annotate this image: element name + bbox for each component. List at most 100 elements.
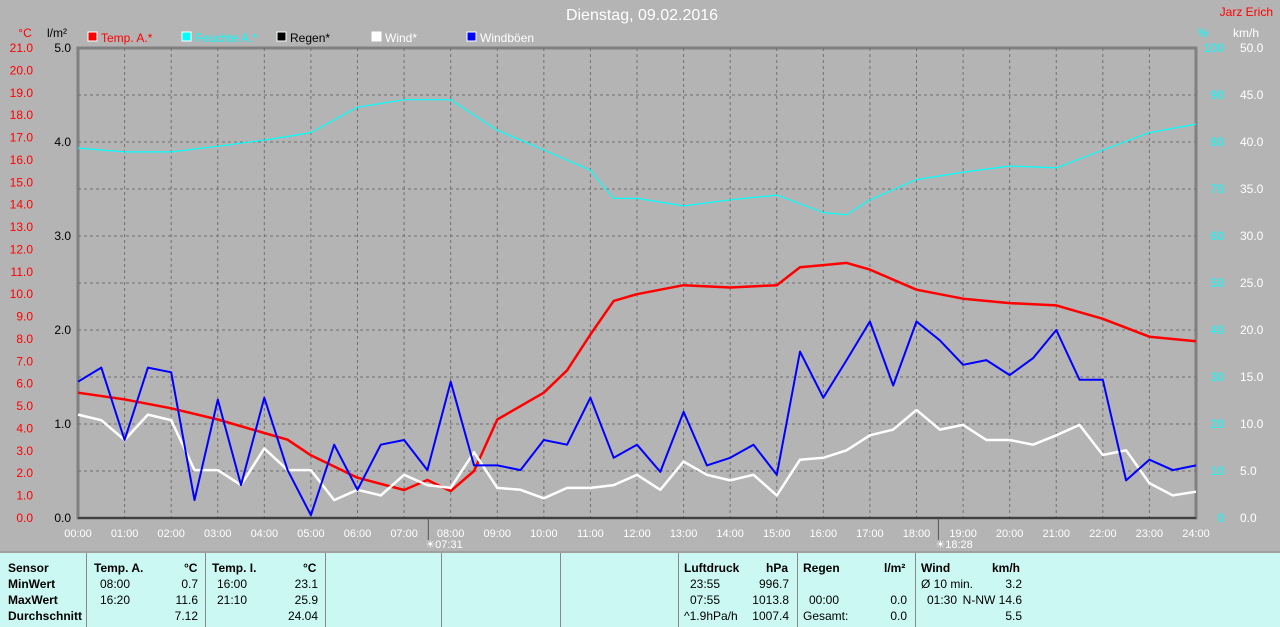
legend-label: Regen* <box>290 31 330 45</box>
wind-tick-label: 5.0 <box>1240 464 1257 478</box>
x-tick-label: 11:00 <box>577 528 604 540</box>
sunset-label: ☀18:28 <box>935 539 972 550</box>
humidity-tick-label: 20 <box>1211 417 1225 431</box>
wind-max: N-NW 14.6 <box>962 593 1022 607</box>
wind-tick-label: 20.0 <box>1240 323 1264 337</box>
x-tick-label: 22:00 <box>1089 528 1117 540</box>
wind-tick-label: 45.0 <box>1240 88 1264 102</box>
temp-tick-label: 12.0 <box>10 242 34 256</box>
wind-max-time: 01:30 <box>927 593 958 607</box>
rain-unit: l/m² <box>884 561 906 575</box>
x-tick-label: 19:00 <box>949 528 977 540</box>
x-tick-label: 09:00 <box>483 528 511 540</box>
wind-header: Wind <box>921 561 951 575</box>
legend-swatch <box>276 31 287 42</box>
temp-tick-label: 19.0 <box>10 86 34 100</box>
humidity-axis-unit: % <box>1198 26 1209 40</box>
x-tick-label: 12:00 <box>623 528 651 540</box>
temp-a-header: Temp. A. <box>94 561 144 575</box>
temp-tick-label: 2.0 <box>16 466 33 480</box>
temp-i-max-time: 21:10 <box>217 593 248 607</box>
pressure-unit: hPa <box>766 561 789 575</box>
x-tick-label: 16:00 <box>810 528 838 540</box>
legend-label: Windböen <box>480 31 534 45</box>
temp-i-avg: 24.04 <box>287 609 318 623</box>
legend-swatch <box>466 31 477 42</box>
rain-tick-label: 3.0 <box>54 229 71 243</box>
x-tick-label: 06:00 <box>344 528 372 540</box>
rain-tick-label: 2.0 <box>54 323 71 337</box>
temp-a-max: 11.6 <box>175 593 198 607</box>
sunrise-label: ☀07:31 <box>425 539 462 550</box>
x-tick-label: 21:00 <box>1042 528 1070 540</box>
sensor-header: Sensor <box>8 561 49 575</box>
temp-i-min: 23.1 <box>294 577 318 591</box>
x-tick-label: 08:00 <box>437 528 465 540</box>
temp-tick-label: 3.0 <box>16 444 33 458</box>
wind-avg-label: Ø 10 min. <box>921 577 974 591</box>
rain-tick-label: 5.0 <box>54 41 71 55</box>
rain-tick-label: 4.0 <box>54 135 71 149</box>
x-tick-label: 24:00 <box>1182 528 1210 540</box>
x-tick-label: 20:00 <box>996 528 1024 540</box>
series-line-wind <box>77 408 1197 502</box>
humidity-tick-label: 10 <box>1211 464 1225 478</box>
temp-tick-label: 4.0 <box>16 421 33 435</box>
row-label-max: MaxWert <box>8 593 58 607</box>
wind-tick-label: 25.0 <box>1240 276 1264 290</box>
humidity-tick-label: 30 <box>1211 370 1225 384</box>
wind-tick-label: 15.0 <box>1240 370 1264 384</box>
temp-tick-label: 20.0 <box>10 63 34 77</box>
humidity-tick-label: 60 <box>1211 229 1225 243</box>
row-label-min: MinWert <box>8 577 56 591</box>
rain-tick-label: 0.0 <box>54 511 71 525</box>
legend-label: Temp. A.* <box>101 31 153 45</box>
temp-tick-label: 8.0 <box>16 332 33 346</box>
legend-swatch <box>371 31 382 42</box>
temp-tick-label: 6.0 <box>16 377 33 391</box>
x-tick-label: 02:00 <box>157 528 185 540</box>
wind-tick-label: 50.0 <box>1240 41 1264 55</box>
series-line-feuchtea <box>77 99 1197 216</box>
temp-tick-label: 1.0 <box>16 489 33 503</box>
temp-i-max: 25.9 <box>294 593 318 607</box>
humidity-tick-label: 70 <box>1211 182 1225 196</box>
pressure-header: Luftdruck <box>684 561 740 575</box>
series-line-tempa <box>77 261 1197 493</box>
x-tick-label: 05:00 <box>297 528 325 540</box>
temp-tick-label: 10.0 <box>10 287 34 301</box>
temp-tick-label: 9.0 <box>16 310 33 324</box>
x-tick-label: 10:00 <box>530 528 558 540</box>
pressure-max-time: 07:55 <box>690 593 721 607</box>
stats-table: Sensor MinWert MaxWert Durchschnitt Temp… <box>0 551 1280 627</box>
wind-mean: 5.5 <box>1005 609 1022 623</box>
temp-tick-label: 15.0 <box>10 175 34 189</box>
row-label-avg: Durchschnitt <box>8 609 83 623</box>
rain-max: 0.0 <box>890 593 907 607</box>
rain-total: 0.0 <box>890 609 907 623</box>
x-tick-label: 14:00 <box>716 528 744 540</box>
temp-tick-label: 17.0 <box>10 131 34 145</box>
temp-a-max-time: 16:20 <box>100 593 131 607</box>
x-tick-label: 01:00 <box>111 528 139 540</box>
wind-tick-label: 35.0 <box>1240 182 1264 196</box>
temp-tick-label: 0.0 <box>16 511 33 525</box>
rain-axis-unit: l/m² <box>47 26 67 40</box>
x-tick-label: 18:00 <box>903 528 931 540</box>
temp-tick-label: 5.0 <box>16 399 33 413</box>
temp-i-min-time: 16:00 <box>217 577 248 591</box>
pressure-avg: 1007.4 <box>752 609 789 623</box>
temp-a-min: 0.7 <box>181 577 198 591</box>
x-tick-label: 00:00 <box>64 528 92 540</box>
author-label: Jarz Erich <box>1220 5 1273 19</box>
x-tick-label: 17:00 <box>856 528 884 540</box>
x-tick-label: 03:00 <box>204 528 232 540</box>
wind-tick-label: 40.0 <box>1240 135 1264 149</box>
wind-tick-label: 30.0 <box>1240 229 1264 243</box>
pressure-min: 996.7 <box>758 577 789 591</box>
wind-axis-unit: km/h <box>1233 26 1259 40</box>
humidity-tick-label: 50 <box>1211 276 1225 290</box>
rain-max-time: 00:00 <box>809 593 840 607</box>
humidity-tick-label: 100 <box>1204 41 1224 55</box>
legend-swatch <box>181 31 192 42</box>
